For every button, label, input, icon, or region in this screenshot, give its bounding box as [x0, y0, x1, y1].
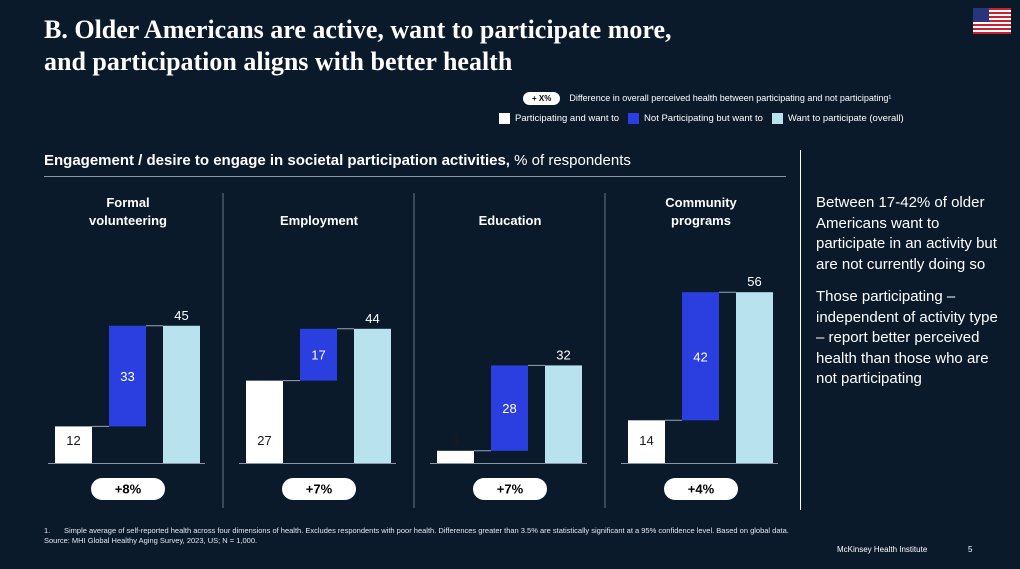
title-line-2: and participation aligns with better hea…	[44, 47, 513, 76]
title-line-1: B. Older Americans are active, want to p…	[44, 15, 672, 44]
legend-item-not-participating: Not Participating but want to	[628, 113, 763, 124]
difference-pill	[664, 478, 738, 500]
legend-label: Want to participate (overall)	[787, 113, 904, 124]
bar-participating	[628, 420, 665, 463]
side-paragraph-2: Those participating – independent of act…	[816, 288, 998, 387]
legend-item-want-overall: Want to participate (overall)	[771, 113, 904, 124]
footnote-text: Simple average of self-reported health a…	[64, 526, 789, 535]
bar-participating	[55, 426, 92, 463]
us-flag-icon	[973, 8, 1011, 34]
difference-pill	[91, 478, 165, 500]
footnotes: 1. Simple average of self-reported healt…	[44, 526, 804, 545]
side-paragraph-1: Between 17-42% of older Americans want t…	[816, 194, 997, 273]
legend-pill: + X%	[523, 91, 561, 105]
difference-value: +7%	[306, 482, 333, 497]
bar-value-participating: 27	[257, 433, 271, 448]
chart-legend: Participating and want to Not Participat…	[499, 113, 913, 124]
legend-note-text: Difference in overall perceived health b…	[569, 93, 892, 103]
difference-pill	[282, 478, 356, 500]
difference-value: +8%	[115, 482, 142, 497]
legend-label: Participating and want to	[515, 113, 620, 124]
subtitle-divider	[44, 176, 786, 177]
bar-value-want-overall: 44	[365, 311, 379, 326]
legend-item-participating: Participating and want to	[499, 113, 619, 124]
panel-title: Employment	[280, 213, 359, 228]
difference-pill	[473, 478, 547, 500]
bar-value-not-participating: 33	[120, 369, 134, 384]
bar-value-participating: 4	[452, 433, 459, 448]
legend-swatch-want-overall	[771, 113, 783, 124]
panel-title: programs	[671, 213, 731, 228]
bar-value-participating: 12	[66, 433, 80, 448]
bar-value-want-overall: 45	[174, 308, 188, 323]
bar-value-want-overall: 56	[747, 274, 761, 289]
bar-want-overall	[545, 365, 582, 463]
side-commentary: Between 17-42% of older Americans want t…	[816, 193, 1006, 402]
footnote-1: 1. Simple average of self-reported healt…	[44, 526, 804, 536]
panel-title: volunteering	[89, 213, 167, 228]
bar-want-overall	[163, 325, 200, 463]
source-line: Source: MHI Global Healthy Aging Survey,…	[44, 535, 258, 545]
bar-want-overall	[354, 328, 391, 463]
subtitle-bold: Engagement / desire to engage in societa…	[44, 152, 510, 169]
subtitle-rest: % of respondents	[509, 152, 631, 169]
legend-swatch-not-participating	[628, 113, 640, 124]
legend-note: + X% Difference in overall perceived hea…	[523, 90, 891, 106]
bar-want-overall	[736, 292, 773, 463]
panel-title: Education	[479, 213, 542, 228]
bar-not-participating	[300, 328, 337, 381]
bar-value-want-overall: 32	[556, 347, 570, 362]
footnote-number: 1.	[44, 526, 51, 535]
page-number: 5	[968, 545, 973, 554]
bar-not-participating	[109, 325, 146, 427]
bar-value-not-participating: 28	[502, 401, 516, 416]
difference-value: +7%	[497, 482, 524, 497]
panel-title: Formal	[106, 195, 149, 210]
waterfall-chart: Formal volunteering 12 33 45 +8% Employment 27 1…	[48, 193, 778, 508]
bar-not-participating	[682, 292, 719, 421]
bar-not-participating	[491, 365, 528, 451]
page-title: B. Older Americans are active, want to p…	[44, 14, 904, 78]
chart-subtitle: Engagement / desire to engage in societa…	[44, 152, 631, 169]
bar-value-not-participating: 17	[311, 348, 325, 363]
bar-value-participating: 14	[639, 433, 653, 448]
brand-label: McKinsey Health Institute	[837, 545, 928, 554]
legend-swatch-participating	[499, 113, 510, 124]
vertical-divider	[800, 150, 801, 510]
bar-participating	[437, 450, 474, 463]
difference-value: +4%	[688, 482, 715, 497]
bar-value-not-participating: 42	[693, 349, 707, 364]
panel-title: Community	[665, 195, 737, 210]
legend-label: Not Participating but want to	[644, 113, 763, 124]
bar-participating	[246, 380, 283, 463]
